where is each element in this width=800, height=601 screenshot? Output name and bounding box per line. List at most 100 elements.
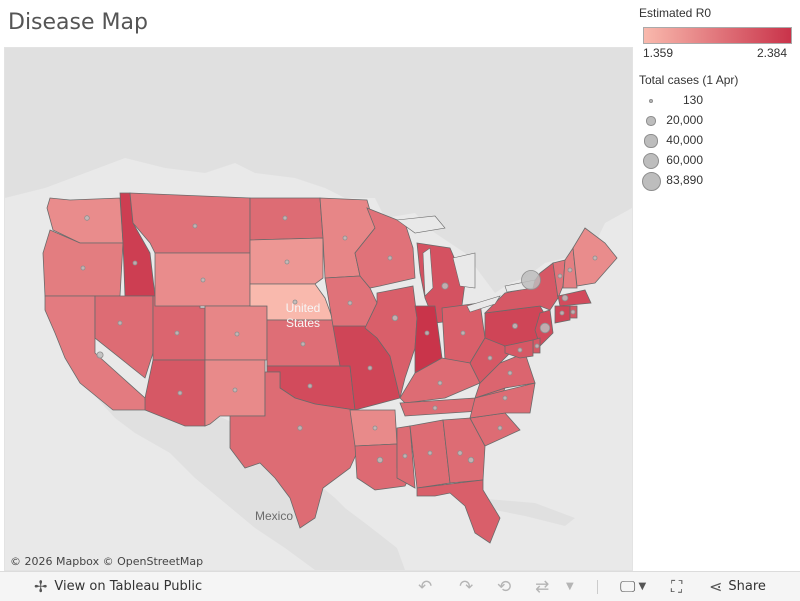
case-dot-co[interactable]	[234, 331, 240, 337]
view-on-tableau-label: View on Tableau Public	[54, 579, 203, 594]
size-legend-label: 130	[682, 93, 703, 107]
size-legend-title: Total cases (1 Apr)	[639, 73, 739, 87]
case-dot-wv[interactable]	[487, 355, 493, 361]
case-dot-mi[interactable]	[441, 282, 449, 290]
disease-map[interactable]: United States Mexico © 2026 Mapbox © Ope…	[4, 47, 633, 571]
share-button[interactable]: ⋖ Share	[709, 572, 766, 601]
case-dot-ut[interactable]	[174, 330, 180, 336]
case-dot-tn[interactable]	[432, 405, 438, 411]
size-legend-item: 130	[639, 91, 799, 111]
case-dot-wi[interactable]	[387, 255, 393, 261]
case-dot-sd[interactable]	[284, 259, 290, 265]
color-legend-min: 1.359	[643, 46, 674, 60]
state-wi[interactable]	[354, 207, 416, 289]
dashboard-title: Disease Map	[8, 10, 148, 35]
download-icon: 🖵	[620, 576, 636, 596]
tableau-logo-icon: ✢	[34, 577, 48, 596]
chevron-down-icon: ▼	[566, 581, 574, 592]
case-dot-nm[interactable]	[232, 387, 238, 393]
state-nc[interactable]	[469, 382, 536, 419]
case-dot-de[interactable]	[534, 343, 540, 349]
case-dot-me[interactable]	[592, 255, 598, 261]
map-canvas[interactable]: United States Mexico	[5, 48, 632, 570]
case-dot-md[interactable]	[517, 347, 523, 353]
state-ma[interactable]	[557, 289, 592, 307]
redo-button[interactable]: ↷	[459, 572, 473, 601]
case-dot-tx[interactable]	[297, 425, 303, 431]
refresh-dropdown[interactable]: ▼	[566, 572, 574, 601]
case-dot-mn[interactable]	[342, 235, 348, 241]
view-on-tableau-link[interactable]: ✢ View on Tableau Public	[34, 572, 202, 601]
case-dot-ne[interactable]	[292, 299, 298, 305]
lake-erie	[466, 295, 501, 313]
case-dot-fl[interactable]	[467, 456, 475, 464]
case-dot-in[interactable]	[424, 330, 430, 336]
case-dot-ar[interactable]	[372, 425, 378, 431]
mexico-landmass	[95, 396, 405, 570]
redo-icon: ↷	[459, 576, 474, 597]
case-dot-nj[interactable]	[539, 322, 551, 334]
case-dot-ky[interactable]	[437, 380, 443, 386]
fullscreen-icon: ⛶	[671, 576, 683, 596]
case-dot-mo[interactable]	[367, 365, 373, 371]
case-dot-la[interactable]	[376, 456, 384, 464]
map-attribution[interactable]: © 2026 Mapbox © OpenStreetMap	[10, 555, 204, 568]
size-legend-dot	[646, 116, 656, 126]
case-dot-az[interactable]	[177, 390, 183, 396]
lake-superior	[396, 215, 446, 234]
state-nv[interactable]	[94, 295, 154, 379]
case-dot-nc[interactable]	[502, 395, 508, 401]
case-dot-ca[interactable]	[96, 351, 104, 359]
size-legend-dot	[642, 152, 660, 170]
share-label: Share	[728, 579, 766, 594]
refresh-button[interactable]: ⇄	[535, 572, 549, 601]
case-dot-ma[interactable]	[561, 294, 569, 302]
country-label-usa-2: States	[286, 316, 320, 330]
case-dot-nh[interactable]	[567, 267, 573, 273]
country-label-mexico: Mexico	[255, 509, 293, 523]
state-ga[interactable]	[442, 417, 486, 484]
color-ramp	[643, 27, 792, 44]
case-dot-or[interactable]	[80, 265, 86, 271]
case-dot-id[interactable]	[132, 260, 138, 266]
case-dot-ri[interactable]	[570, 309, 576, 315]
canada-landmass	[5, 48, 632, 293]
case-dot-ks[interactable]	[300, 341, 306, 347]
case-dot-va[interactable]	[507, 370, 513, 376]
color-legend-title: Estimated R0	[639, 6, 712, 20]
fullscreen-button[interactable]: ⛶	[671, 572, 682, 601]
undo-button[interactable]: ↶	[418, 572, 432, 601]
case-dot-al[interactable]	[427, 450, 433, 456]
size-legend-dot	[649, 99, 653, 103]
state-tx[interactable]	[229, 371, 361, 529]
case-dot-ok[interactable]	[307, 383, 313, 389]
case-dot-pa[interactable]	[512, 323, 518, 329]
case-dot-mt[interactable]	[192, 223, 198, 229]
case-dot-wy[interactable]	[200, 277, 206, 283]
case-dot-wa[interactable]	[84, 215, 90, 221]
case-dot-ct[interactable]	[559, 310, 565, 316]
case-dot-ms[interactable]	[402, 453, 408, 459]
case-dot-vt[interactable]	[557, 273, 563, 279]
revert-button[interactable]: ⟲	[497, 572, 511, 601]
color-legend-max: 2.384	[757, 46, 788, 60]
case-dot-nd[interactable]	[282, 215, 288, 221]
state-regions[interactable]	[42, 192, 618, 544]
download-chevron-icon: ▼	[638, 581, 647, 592]
refresh-icon: ⇄	[535, 576, 550, 597]
lake-michigan	[422, 247, 434, 297]
case-dot-ny[interactable]	[521, 270, 541, 290]
case-dot-ia[interactable]	[347, 300, 353, 306]
case-dot-oh[interactable]	[460, 330, 466, 336]
state-nm[interactable]	[204, 359, 266, 427]
undo-icon: ↶	[418, 576, 433, 597]
case-dot-sc[interactable]	[497, 425, 503, 431]
case-dot-ga[interactable]	[457, 450, 463, 456]
state-fl[interactable]	[416, 479, 501, 544]
country-label-usa: United	[286, 301, 321, 315]
case-dots[interactable]	[80, 215, 598, 464]
case-dot-nv[interactable]	[117, 320, 123, 326]
case-dot-il[interactable]	[391, 314, 399, 322]
share-icon: ⋖	[709, 577, 723, 596]
download-button[interactable]: 🖵 ▼	[620, 572, 646, 601]
